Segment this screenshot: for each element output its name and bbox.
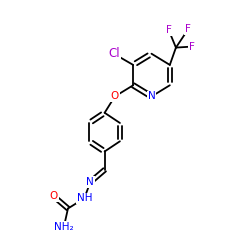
Text: NH: NH [76, 193, 92, 203]
Text: Cl: Cl [108, 47, 120, 60]
Text: F: F [189, 42, 195, 51]
Text: F: F [166, 25, 172, 35]
Text: F: F [185, 24, 191, 34]
Text: O: O [50, 191, 58, 201]
Text: O: O [111, 92, 119, 102]
Text: N: N [148, 92, 155, 102]
Text: NH₂: NH₂ [54, 222, 74, 232]
Text: N: N [86, 177, 94, 187]
